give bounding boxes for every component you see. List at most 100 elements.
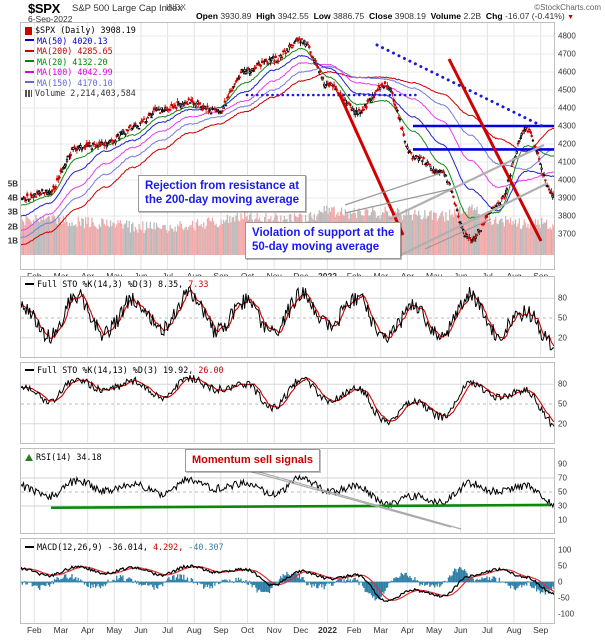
x-axis-month-label: Mar	[373, 625, 389, 635]
close-label: Close	[369, 11, 393, 21]
stochastic-slow-axis-tick: 50	[558, 399, 567, 409]
legend-color-swatch	[25, 70, 34, 73]
x-axis-month-label: Nov	[266, 625, 282, 635]
rsi-legend-label: RSI(14) 34.18	[36, 452, 102, 462]
price-legend-item: MA(50) 4020.13	[25, 36, 136, 47]
price-legend-item: $SPX (Daily) 3908.19	[25, 25, 136, 36]
price-legend-label: MA(50) 4020.13	[37, 35, 108, 46]
stochastic-fast-panel: 80 50 20	[20, 276, 567, 358]
chart-header: $SPX S&P 500 Large Cap Index INDX 6-Sep-…	[0, 0, 605, 24]
legend-color-swatch	[25, 49, 34, 52]
x-axis-month-label: Jun	[453, 625, 468, 635]
price-legend-item: MA(150) 4170.10	[25, 78, 136, 89]
x-axis-month-label: May	[106, 625, 123, 635]
price-legend-item: MA(200) 4285.65	[25, 46, 136, 57]
volume-axis-tick: 2B	[7, 222, 18, 232]
price-legend-label: Volume 2,214,403,584	[35, 88, 136, 98]
annotation-resistance: Rejection from resistance at the 200-day…	[138, 175, 307, 212]
macd-axis-tick: 0	[558, 577, 563, 587]
high-label: High	[256, 11, 276, 21]
indicator-signal-value: 7.33	[188, 279, 209, 289]
x-axis-month-label: Mar	[53, 625, 69, 635]
volume-axis-tick: 3B	[7, 207, 18, 217]
stochastic-slow-axis-tick: 20	[558, 419, 567, 429]
macd-panel: 100 50 0 -50 -100 Feb Mar Apr May Jun Jul Aug Sep Oct…	[20, 538, 574, 635]
macd-plot-area	[21, 539, 554, 623]
macd-axis-tick: 100	[558, 545, 572, 555]
price-axis-tick: 4000	[558, 175, 576, 185]
x-axis-month-label: Aug	[506, 625, 522, 635]
volume-axis-tick: 4B	[7, 193, 18, 203]
price-legend-item: MA(20) 4132.20	[25, 57, 136, 68]
indicator-legend-label: Full STO %K(14,3) %D(3) 8.35,	[37, 279, 189, 289]
ticker-name: S&P 500 Large Cap Index	[72, 3, 183, 14]
low-label: Low	[313, 11, 331, 21]
ohlc-quote-bar: Open 3930.89 High 3942.55 Low 3886.75 Cl…	[196, 11, 574, 21]
stochastic-fast-plot	[21, 277, 554, 357]
annotation-support: Violation of support at the 50-day movin…	[245, 222, 402, 259]
price-axis-tick: 4600	[558, 67, 576, 77]
annotation-momentum: Momentum sell signals	[185, 449, 321, 472]
price-axis-tick: 4500	[558, 85, 576, 95]
macd-signal-value: 4.292,	[152, 542, 189, 552]
price-axis-tick: 4100	[558, 157, 576, 167]
legend-color-swatch	[25, 545, 34, 548]
price-axis-tick: 3800	[558, 211, 576, 221]
macd-axis-tick: -50	[558, 593, 570, 603]
rsi-axis-tick: 90	[558, 459, 567, 469]
x-axis-month-label: Aug	[186, 625, 202, 635]
indicator-legend-label: Full STO %K(14,13) %D(3) 19.92,	[37, 365, 199, 375]
stockcharts-watermark: ©StockCharts.com	[534, 3, 601, 12]
price-axis-tick: 4800	[558, 31, 576, 41]
macd-histogram-value: -40.307	[188, 542, 224, 552]
macd-legend: MACD(12,26,9) -36.014, 4.292, -40.307	[25, 542, 224, 553]
x-axis-month-label: Sep	[213, 625, 229, 635]
x-axis-month-label: Apr	[81, 625, 95, 635]
x-axis-month-label: Feb	[346, 625, 362, 635]
chg-value: -16.07 (-0.41%)	[505, 11, 565, 21]
x-axis-month-label: Sep	[533, 625, 549, 635]
open-label: Open	[196, 11, 218, 21]
x-axis-month-label: Jun	[134, 625, 148, 635]
ticker-exchange: INDX	[166, 3, 187, 12]
price-axis-tick: 4400	[558, 103, 576, 113]
stochastic-slow-plot	[21, 363, 554, 443]
macd-legend-label: MACD(12,26,9) -36.014,	[37, 542, 153, 552]
price-legend-item: Volume 2,214,403,584	[25, 88, 136, 99]
volume-value: 2.2B	[463, 11, 482, 21]
volume-axis-tick: 5B	[7, 179, 18, 189]
price-axis-tick: 3700	[558, 229, 576, 239]
stochastic-fast-axis-tick: 50	[558, 313, 567, 323]
price-legend-label: MA(200) 4285.65	[37, 46, 113, 56]
price-axis-tick: 4700	[558, 49, 576, 59]
quote-date: 6-Sep-2022	[28, 14, 73, 24]
x-axis-month-label: 2022	[318, 625, 337, 635]
indicator-signal-value: 26.00	[198, 365, 224, 375]
rsi-axis-tick: 10	[558, 515, 567, 525]
chg-down-caret-icon: ▼	[567, 14, 575, 21]
stochastic-fast-legend: Full STO %K(14,3) %D(3) 8.35, 7.33	[25, 279, 208, 290]
macd-axis-tick: -100	[558, 609, 575, 619]
stochastic-fast-axis-tick: 80	[558, 293, 567, 303]
x-axis-month-label: Oct	[240, 625, 255, 635]
volume-label: Volume	[430, 11, 462, 21]
x-axis-month-label: Jul	[162, 625, 173, 635]
legend-color-swatch	[25, 39, 34, 41]
price-legend-label: MA(100) 4042.99	[37, 67, 113, 77]
x-axis-month-label: Jul	[481, 625, 493, 635]
x-axis-month-label: May	[426, 625, 443, 635]
stochastic-slow-legend: Full STO %K(14,13) %D(3) 19.92, 26.00	[25, 365, 224, 376]
stochastic-slow-axis-tick: 80	[558, 379, 567, 389]
open-value: 3930.89	[220, 11, 252, 21]
x-axis-month-label: Feb	[26, 625, 42, 635]
x-axis-month-label: Apr	[400, 625, 415, 635]
volume-axis-tick: 1B	[7, 236, 18, 246]
volume-bars-icon	[25, 90, 32, 97]
price-legend-label: MA(20) 4132.20	[37, 56, 108, 67]
legend-color-swatch	[25, 60, 34, 62]
price-legend-item: MA(100) 4042.99	[25, 67, 136, 78]
high-value: 3942.55	[277, 11, 309, 21]
legend-color-swatch	[25, 368, 34, 371]
chg-label: Chg	[485, 11, 503, 21]
